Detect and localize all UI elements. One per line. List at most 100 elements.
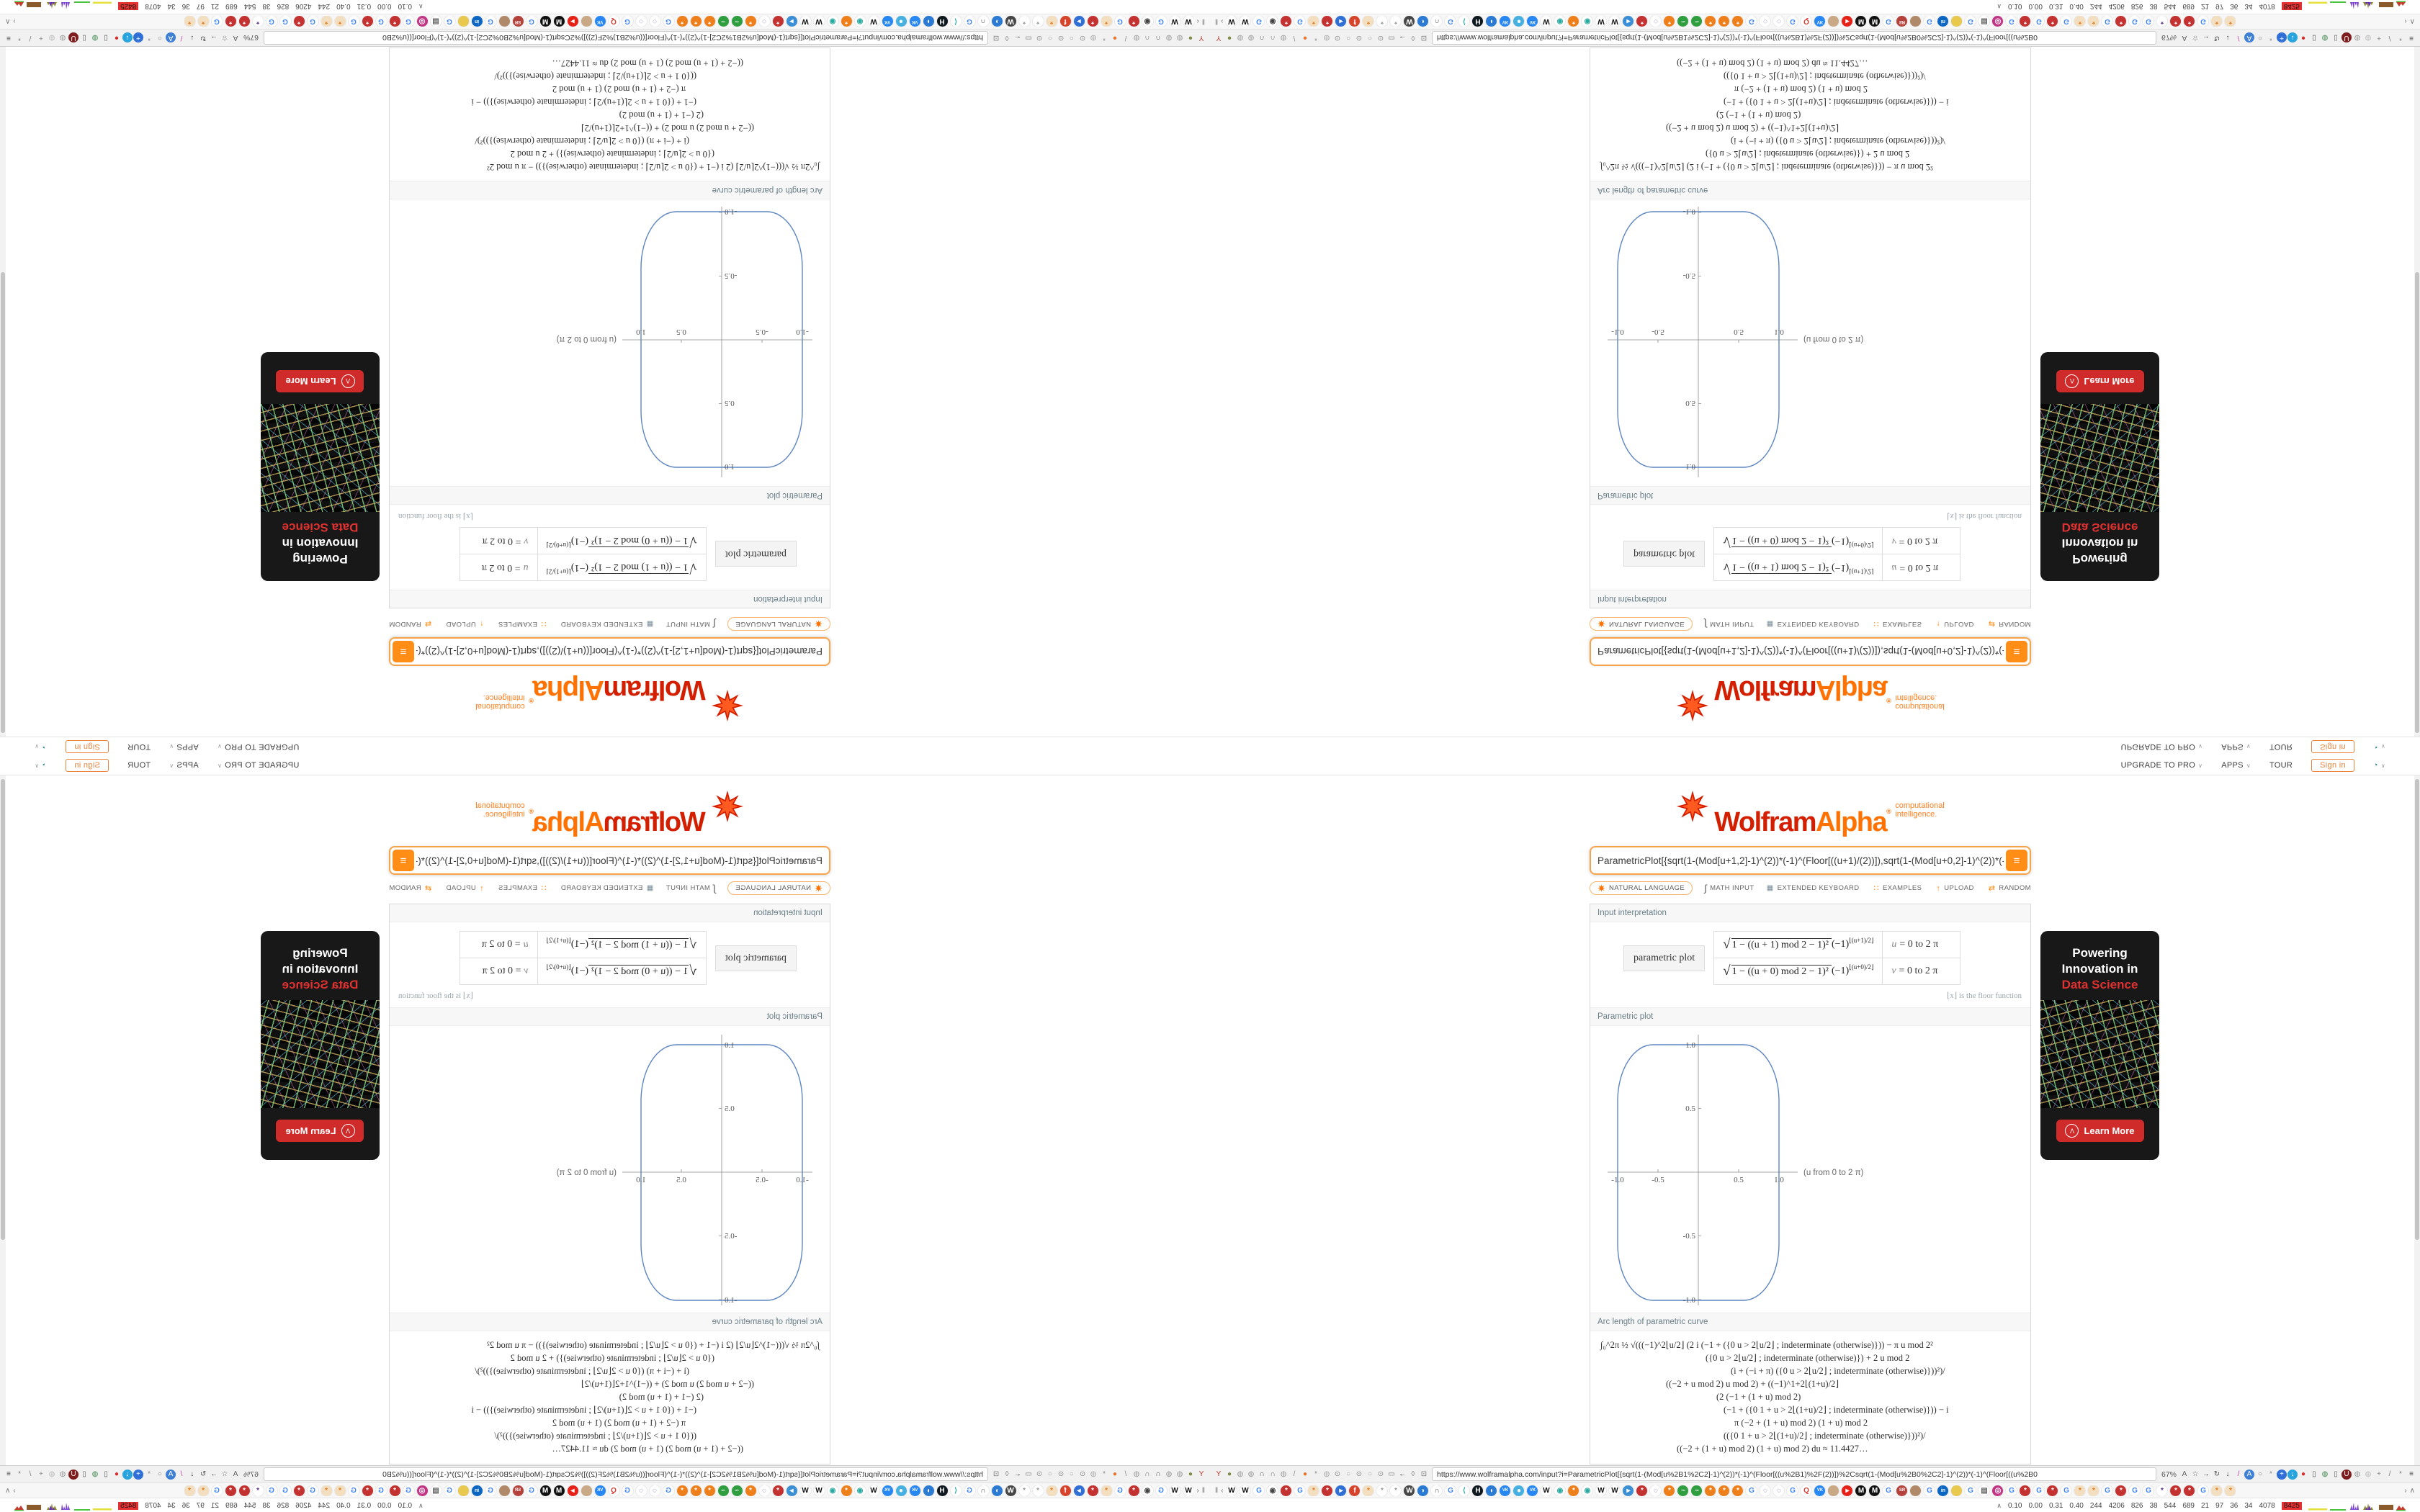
globe-icon[interactable]: ◍ [1237,34,1244,42]
bookmark-favicon[interactable]: * [321,1485,332,1496]
reload-icon[interactable]: ↻ [200,34,207,42]
bookmark-favicon[interactable]: * [1322,1485,1333,1496]
bookmark-favicon[interactable]: G [1787,1485,1798,1496]
bookmark-favicon[interactable]: G [2061,1485,2072,1496]
wrench-icon[interactable]: / [1293,34,1296,42]
page-scrollbar[interactable] [2414,45,2420,737]
bookmark-favicon[interactable]: G [1155,16,1167,27]
bookmark-favicon[interactable]: * [1732,1485,1744,1496]
shield-icon[interactable]: ◊ [1411,34,1415,42]
bookmark-favicon[interactable]: ▤ [1978,16,1990,27]
bookmark-favicon[interactable]: SR [1896,16,1908,27]
bookmark-favicon[interactable]: ◌ [649,1485,660,1496]
language-selector[interactable]: ◔ ∨ [2373,742,2385,751]
upgrade-to-pro-link[interactable]: UPGRADE TO PRO ∨ [218,761,300,770]
bookmark-favicon[interactable]: M [553,1485,565,1496]
bookmark-favicon[interactable]: G [622,1485,633,1496]
translate-icon[interactable]: A [2182,1470,2187,1478]
bookmark-favicon[interactable]: ● [1828,1485,1839,1496]
tab-natural-language[interactable]: NATURAL LANGUAGE [1590,617,1693,631]
examples-button[interactable]: ∷ EXAMPLES [498,619,547,629]
extension-icon[interactable]: ● [1227,34,1232,42]
bookmark-favicon[interactable]: ● [581,16,592,27]
address-bar[interactable]: https://www.wolframalpha.com/input?i=Par… [264,1467,988,1481]
wolframalpha-logo[interactable]: WolframAlpha® computational intelligence… [389,790,830,837]
bookmark-favicon[interactable]: * [2225,16,2236,27]
gauge-icon[interactable]: ∩ [1259,34,1265,42]
translate-ext-icon[interactable]: A [166,1469,176,1480]
query-input[interactable]: ParametricPlot[{sqrt(1-(Mod[u+1,2]-1)^(2… [1590,637,2031,666]
bookmark-favicon[interactable]: * [1376,1485,1388,1496]
bookmark-favicon[interactable]: VK [909,1485,920,1496]
bookmark-favicon[interactable]: ▸ [786,16,797,27]
query-input-value[interactable]: ParametricPlot[{sqrt(1-(Mod[u+1,2]-1)^(2… [416,855,823,866]
mouse-icon[interactable]: ○ [157,34,163,42]
bookmark-favicon[interactable]: in [471,16,483,27]
brush-icon[interactable]: / [2237,1470,2240,1478]
bookmark-favicon[interactable]: W [1595,1485,1607,1496]
bookmark-favicon[interactable]: ● [1951,16,1963,27]
bookmark-favicon[interactable]: Q [1801,16,1812,27]
bookmark-favicon[interactable]: G [266,1485,277,1496]
brush-icon[interactable]: / [180,1470,183,1478]
scrollbar-thumb[interactable] [1,272,5,733]
bookmark-favicon[interactable]: ◗ [923,1485,934,1496]
query-input-value[interactable]: ParametricPlot[{sqrt(1-(Mod[u+1,2]-1)^(2… [1597,855,2004,866]
learn-more-button[interactable]: Λ Learn More [2056,1120,2144,1142]
trash-icon[interactable]: ▯ [82,1470,86,1478]
shield-icon[interactable]: ◊ [1005,1470,1009,1478]
bookmark-favicon[interactable]: ◌ [1650,16,1662,27]
brush-icon[interactable]: / [180,34,183,42]
shield-gray-icon[interactable]: ◍ [2354,1470,2361,1478]
random-button[interactable]: ⇄ RANDOM [1989,883,2031,893]
bookmark-favicon[interactable]: G [2061,16,2072,27]
bookmark-favicon[interactable]: in [1937,1485,1949,1496]
bookmark-favicon[interactable]: G [964,16,975,27]
bookmark-favicon[interactable]: SR [512,16,524,27]
bookmark-favicon[interactable]: ◌ [1760,16,1771,27]
bookmark-favicon[interactable]: ◗ [1417,16,1429,27]
mouse-icon[interactable]: ○ [157,1470,163,1478]
firefox-icon[interactable]: ● [1112,1470,1118,1478]
tour-link[interactable]: TOUR [2269,742,2293,751]
bookmark-favicon[interactable]: M [1855,1485,1867,1496]
bookmark-favicon[interactable]: G [279,1485,291,1496]
bookmark-favicon[interactable]: VK [1500,1485,1511,1496]
tour-link[interactable]: TOUR [2269,761,2293,770]
bookmark-favicon[interactable]: G [2006,16,2017,27]
bookmark-favicon[interactable]: G [526,1485,537,1496]
window-list-icon[interactable]: ‖ [1201,1486,1205,1495]
translate-icon[interactable]: A [233,1470,238,1478]
random-button[interactable]: ⇄ RANDOM [389,883,431,893]
back-icon[interactable]: ← [1399,34,1406,42]
bookmark-favicon[interactable]: ~ [717,16,729,27]
bookmark-favicon[interactable]: M [539,16,551,27]
bookmark-favicon[interactable]: G [1883,16,1894,27]
puzzle-icon[interactable]: + [2377,1470,2381,1478]
gauge-icon[interactable]: ∩ [1155,34,1161,42]
gear-icon[interactable]: * [1103,34,1106,42]
puzzle-icon[interactable]: + [39,34,43,42]
bookmark-favicon[interactable]: * [238,16,250,27]
bookmark-favicon[interactable]: W [1226,1485,1237,1496]
upload-button[interactable]: ↑ UPLOAD [446,620,483,629]
bookmark-favicon[interactable]: SR [1896,1485,1908,1496]
scrollbar-thumb[interactable] [2415,272,2419,733]
bookmark-favicon[interactable]: ~ [1677,1485,1689,1496]
bookmark-favicon[interactable]: W [813,1485,825,1496]
bookmark-favicon[interactable]: * [1046,1485,1057,1496]
bookmark-favicon[interactable]: G [307,16,318,27]
bookmark-favicon[interactable]: G [2006,1485,2017,1496]
bookmark-favicon[interactable]: * [1281,16,1292,27]
bookmark-favicon[interactable]: * [690,1485,702,1496]
bookmark-favicon[interactable]: G [403,16,414,27]
gear-icon[interactable]: * [2269,34,2272,42]
bookmark-favicon[interactable]: * [1018,16,1030,27]
learn-more-button[interactable]: Λ Learn More [2056,370,2144,392]
extended-keyboard-button[interactable]: ▦ EXTENDED KEYBOARD [560,884,653,892]
scrollbar-thumb[interactable] [1,779,5,1240]
bookmark-favicon[interactable]: ~ [717,1485,729,1496]
bookmark-favicon[interactable]: * [238,1485,250,1496]
gear-icon[interactable]: * [2399,1470,2402,1478]
bookmark-favicon[interactable]: M [1869,1485,1881,1496]
